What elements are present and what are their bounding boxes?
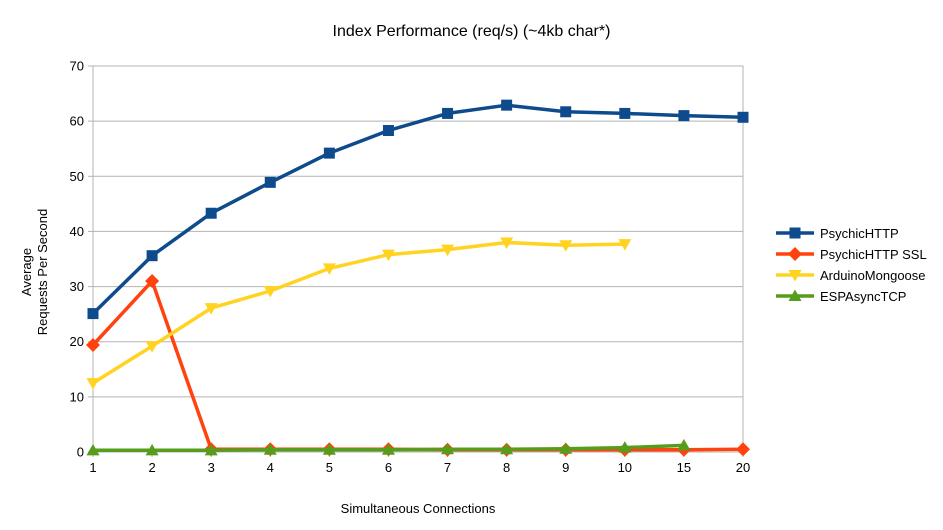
- triangle-up-marker-icon: [86, 443, 100, 456]
- legend-item: ArduinoMongoose: [776, 267, 927, 283]
- legend-triangle-down-marker-icon: [776, 270, 814, 282]
- triangle-down-marker-icon: [204, 303, 218, 315]
- x-tick-label: 6: [385, 460, 392, 475]
- x-axis-title: Simultaneous Connections: [340, 501, 496, 516]
- square-marker-icon: [146, 250, 158, 262]
- triangle-down-marker-icon: [263, 285, 277, 298]
- legend-item: PsychicHTTP: [776, 225, 927, 241]
- triangle-down-marker-icon: [441, 244, 455, 257]
- x-tick-label: 8: [503, 460, 510, 475]
- y-tick-label: 60: [70, 114, 84, 129]
- x-tick-label: 2: [148, 460, 155, 475]
- square-marker-icon: [442, 107, 454, 119]
- series-line-ArduinoMongoose: [92, 240, 625, 385]
- legend-marker-shape: [789, 227, 801, 239]
- triangle-up-marker-icon: [441, 442, 455, 455]
- triangle-down-marker-icon: [322, 263, 336, 275]
- triangle-down-marker-icon: [559, 240, 573, 252]
- diamond-marker-icon: [145, 274, 160, 289]
- legend-label: PsychicHTTP: [820, 225, 899, 241]
- x-tick-label: 5: [326, 460, 333, 475]
- triangle-down-marker-icon: [381, 249, 395, 262]
- square-marker-icon: [87, 308, 99, 320]
- triangle-up-marker-icon: [204, 443, 218, 456]
- legend-item: PsychicHTTP SSL: [776, 246, 927, 262]
- legend-marker-shape: [788, 270, 802, 282]
- legend: PsychicHTTP PsychicHTTP SSL ArduinoMongoos…: [776, 226, 927, 310]
- square-marker-icon: [678, 110, 690, 122]
- square-marker-icon: [323, 147, 335, 159]
- y-tick-label: 0: [77, 445, 84, 460]
- triangle-down-marker-icon: [86, 378, 100, 390]
- x-tick-label: 9: [562, 460, 569, 475]
- square-marker-icon: [619, 107, 631, 119]
- series-line-PsychicHTTP: [91, 103, 744, 315]
- triangle-up-marker-icon: [381, 443, 395, 455]
- x-tick-label: 7: [444, 460, 451, 475]
- diamond-marker-icon: [736, 442, 750, 457]
- x-tick-label: 10: [618, 460, 632, 475]
- y-tick-label: 70: [70, 59, 84, 74]
- chart-title: Index Performance (req/s) (~4kb char*): [332, 23, 611, 40]
- triangle-up-marker-icon: [500, 442, 514, 455]
- square-marker-icon: [205, 207, 217, 219]
- x-tick-label: 4: [267, 460, 274, 475]
- legend-marker-shape: [788, 247, 802, 261]
- triangle-up-marker-icon: [322, 443, 336, 455]
- series-line-PsychicHTTP SSL: [91, 279, 744, 452]
- x-tick-label: 1: [89, 460, 96, 475]
- y-tick-label: 10: [70, 389, 84, 404]
- legend-marker-shape: [788, 289, 802, 301]
- triangle-up-marker-icon: [559, 442, 573, 454]
- square-marker-icon: [264, 176, 276, 188]
- triangle-down-marker-icon: [145, 341, 159, 353]
- y-tick-label: 50: [70, 169, 84, 184]
- square-marker-icon: [737, 111, 749, 123]
- y-tick-label: 40: [70, 224, 84, 239]
- y-tick-label: 20: [70, 334, 84, 349]
- x-tick-label: 20: [736, 460, 750, 475]
- legend-diamond-marker-icon: [776, 247, 814, 261]
- legend-label: ESPAsyncTCP: [820, 288, 907, 304]
- triangle-up-marker-icon: [263, 443, 277, 455]
- legend-label: ArduinoMongoose: [820, 267, 926, 283]
- triangle-up-marker-icon: [145, 443, 159, 456]
- y-tick-label: 30: [70, 279, 84, 294]
- triangle-up-marker-icon: [618, 441, 632, 453]
- square-marker-icon: [560, 106, 572, 118]
- diamond-marker-icon: [86, 338, 100, 353]
- square-marker-icon: [382, 125, 394, 137]
- plot-border: [92, 65, 744, 453]
- legend-triangle-up-marker-icon: [776, 289, 814, 301]
- y-axis-title: Average Requests Per Second: [19, 209, 51, 335]
- x-tick-label: 3: [208, 460, 215, 475]
- x-tick-label: 15: [677, 460, 691, 475]
- triangle-down-marker-icon: [500, 237, 514, 249]
- square-marker-icon: [501, 99, 513, 111]
- y-axis-title-line2: Requests Per Second: [35, 208, 50, 336]
- legend-square-marker-icon: [776, 227, 814, 239]
- legend-label: PsychicHTTP SSL: [820, 246, 927, 262]
- y-axis-title-line1: Average: [19, 247, 34, 297]
- triangle-up-marker-icon: [677, 438, 691, 451]
- triangle-down-marker-icon: [618, 239, 632, 251]
- legend-item: ESPAsyncTCP: [776, 288, 927, 304]
